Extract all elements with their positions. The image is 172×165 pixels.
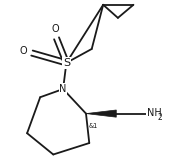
- Polygon shape: [86, 110, 116, 117]
- Text: &1: &1: [88, 123, 98, 129]
- Text: N: N: [59, 84, 67, 94]
- Text: 2: 2: [158, 113, 162, 122]
- Text: O: O: [19, 46, 27, 56]
- Text: O: O: [51, 24, 59, 34]
- Text: S: S: [63, 58, 70, 68]
- Text: NH: NH: [147, 108, 161, 118]
